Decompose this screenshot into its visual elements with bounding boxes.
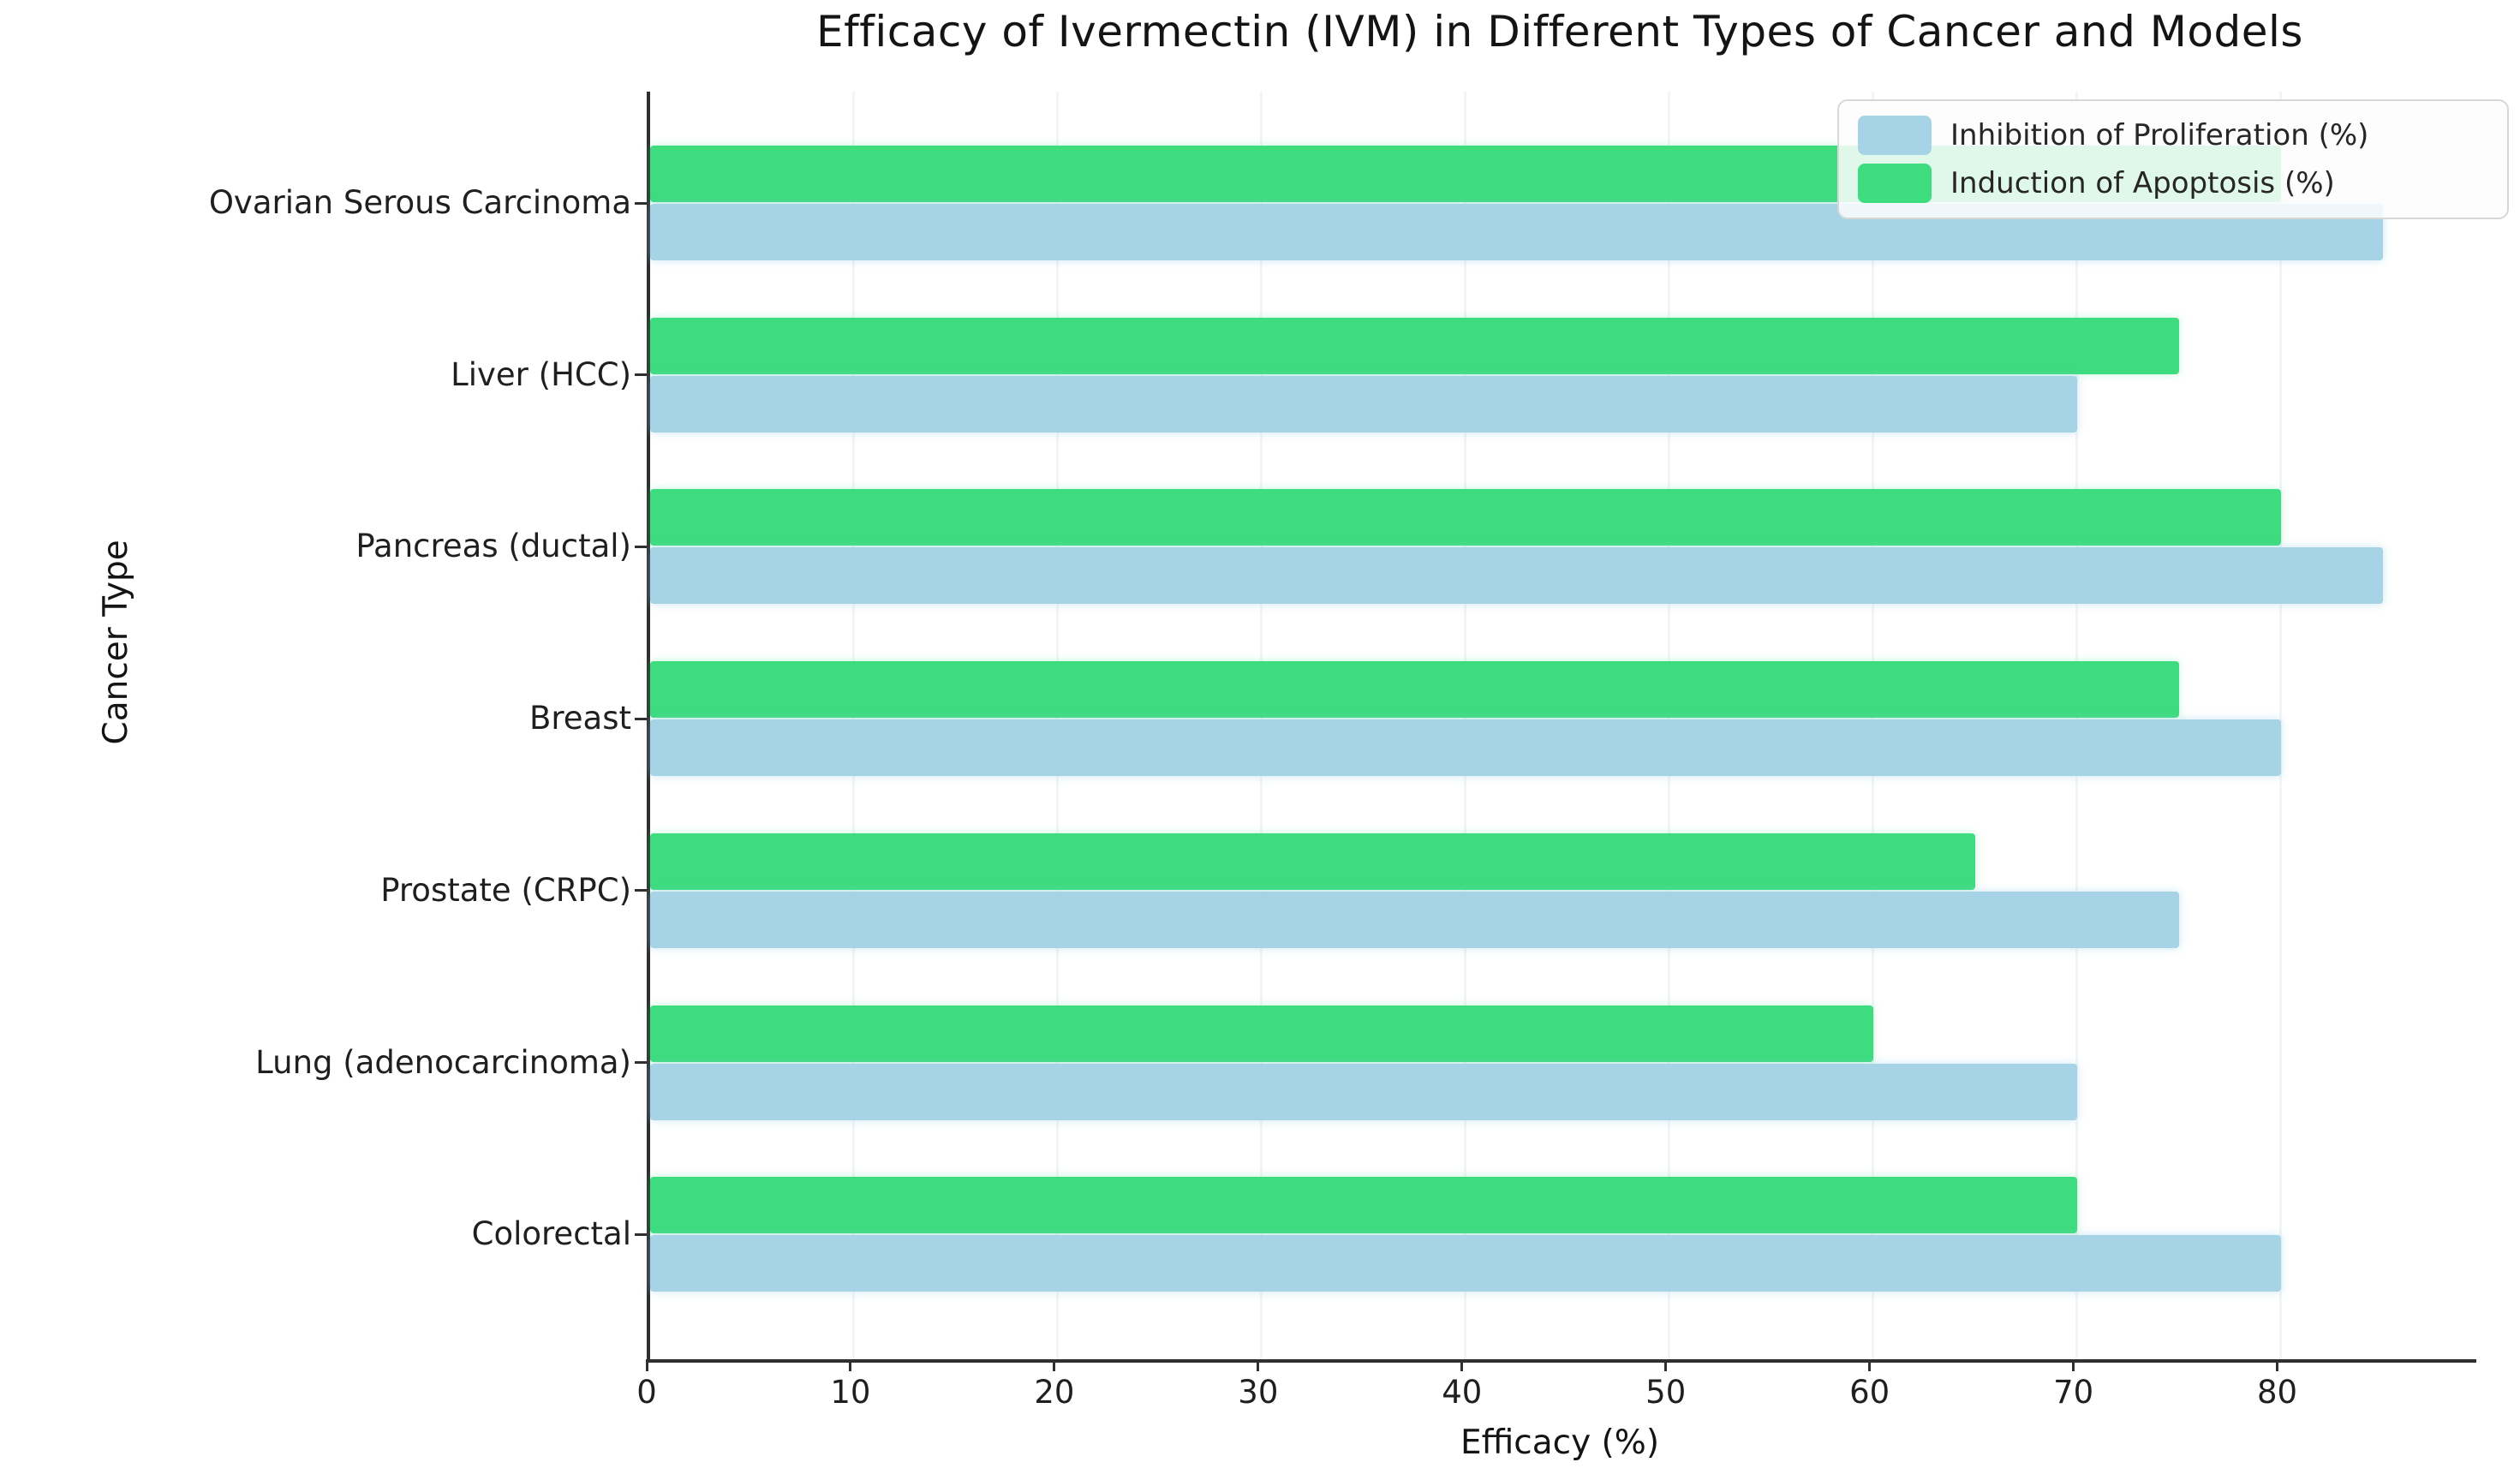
x-tick — [1257, 1359, 1260, 1371]
plot-area — [647, 92, 2476, 1363]
bar-proliferation — [650, 891, 2179, 948]
y-tick — [635, 889, 647, 892]
y-category-label: Lung (adenocarcinoma) — [255, 1043, 631, 1081]
bar-proliferation — [650, 1063, 2077, 1120]
x-tick — [2276, 1359, 2279, 1371]
y-tick — [635, 1232, 647, 1236]
bar-apoptosis — [650, 832, 1975, 890]
bar-apoptosis — [650, 661, 2179, 719]
y-tick — [635, 1061, 647, 1064]
legend: Inhibition of Proliferation (%) Induction… — [1837, 99, 2509, 219]
legend-row: Induction of Apoptosis (%) — [1839, 164, 2507, 203]
x-tick — [1460, 1359, 1464, 1371]
x-tick — [1053, 1359, 1056, 1371]
y-category-label: Ovarian Serous Carcinoma — [208, 184, 631, 221]
legend-swatch — [1858, 116, 1932, 155]
y-category-label: Prostate (CRPC) — [380, 871, 631, 909]
y-category-label: Pancreas (ductal) — [355, 528, 631, 565]
x-tick-label: 30 — [1238, 1374, 1279, 1411]
x-axis-label: Efficacy (%) — [1460, 1423, 1660, 1462]
y-tick — [635, 717, 647, 720]
gridline — [2279, 92, 2283, 1359]
bar-apoptosis — [650, 317, 2179, 374]
legend-swatch — [1858, 164, 1932, 203]
x-tick-label: 50 — [1645, 1374, 1687, 1411]
x-tick-label: 80 — [2257, 1374, 2298, 1411]
bar-proliferation — [650, 375, 2077, 433]
y-category-label: Colorectal — [471, 1215, 631, 1253]
bar-apoptosis — [650, 1177, 2077, 1234]
bar-proliferation — [650, 547, 2383, 605]
legend-row: Inhibition of Proliferation (%) — [1839, 116, 2507, 155]
y-category-label: Breast — [528, 700, 631, 737]
y-category-label: Liver (HCC) — [451, 355, 631, 393]
y-tick — [635, 201, 647, 205]
y-tick — [635, 545, 647, 548]
bar-proliferation — [650, 1235, 2281, 1292]
x-tick-label: 0 — [636, 1374, 657, 1411]
x-tick-label: 60 — [1849, 1374, 1890, 1411]
x-tick-label: 10 — [830, 1374, 871, 1411]
legend-label: Induction of Apoptosis (%) — [1950, 166, 2335, 200]
y-tick — [635, 373, 647, 377]
bar-proliferation — [650, 719, 2281, 777]
x-tick — [1868, 1359, 1872, 1371]
bar-apoptosis — [650, 1005, 1873, 1062]
x-tick-label: 40 — [1442, 1374, 1483, 1411]
x-tick-label: 70 — [2053, 1374, 2094, 1411]
legend-label: Inhibition of Proliferation (%) — [1950, 118, 2369, 152]
x-tick — [2072, 1359, 2075, 1371]
x-tick — [849, 1359, 852, 1371]
x-tick — [645, 1359, 648, 1371]
x-tick-label: 20 — [1034, 1374, 1075, 1411]
x-tick — [1664, 1359, 1668, 1371]
bar-apoptosis — [650, 489, 2281, 546]
chart-title: Efficacy of Ivermectin (IVM) in Differen… — [816, 7, 2303, 57]
